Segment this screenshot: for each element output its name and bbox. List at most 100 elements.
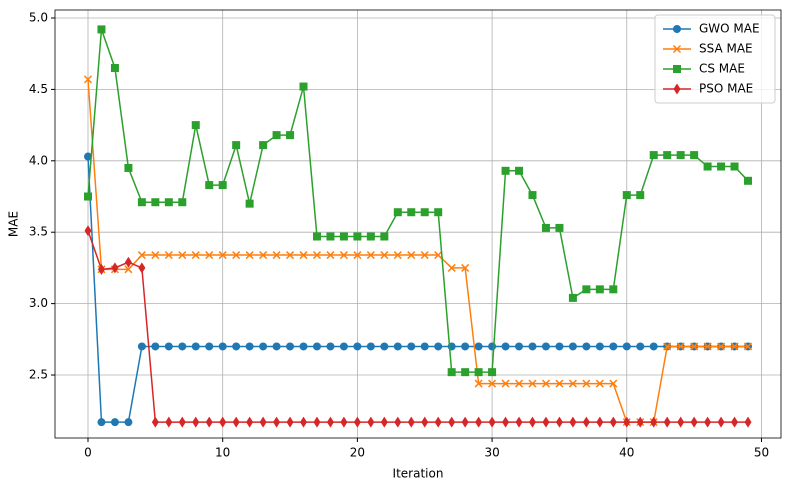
marker [407,208,416,217]
x-tick-label: 20 [350,446,365,460]
series-line [87,156,748,423]
marker [245,342,254,351]
marker [380,416,388,428]
marker [596,416,604,428]
x-tick-label: 50 [754,446,769,460]
marker [461,368,470,377]
marker [461,263,470,272]
marker [568,379,577,388]
marker [663,342,672,351]
marker [704,416,712,428]
marker [394,416,402,428]
marker [178,416,186,428]
y-tick-label: 4.5 [29,82,48,96]
marker [515,166,524,175]
marker [124,265,133,274]
marker [111,262,119,274]
marker [528,191,537,200]
marker [138,262,146,274]
marker [690,342,699,351]
marker [192,416,200,428]
marker [528,342,537,351]
marker [84,152,92,161]
marker [609,342,618,351]
marker [205,416,213,428]
marker [717,416,725,428]
marker [501,379,510,388]
legend-label: CS MAE [699,62,745,76]
marker [299,82,308,91]
marker [232,342,241,351]
marker [124,418,133,427]
marker [353,416,361,428]
marker [124,163,133,172]
marker [286,416,294,428]
marker [501,342,510,351]
marker [312,232,321,241]
marker [205,251,214,260]
marker [434,251,443,260]
marker [609,379,618,388]
marker [488,416,496,428]
marker [461,416,469,428]
marker [555,342,564,351]
marker [97,25,106,34]
marker [595,379,604,388]
marker [124,256,132,268]
marker [488,342,497,351]
marker [461,342,470,351]
marker [434,342,443,351]
marker [502,416,510,428]
marker [137,198,146,207]
marker [326,416,334,428]
marker [218,251,227,260]
marker [673,65,681,73]
marker [259,141,268,150]
marker [474,342,483,351]
marker [272,342,281,351]
marker [515,342,524,351]
marker [245,199,254,208]
marker [501,166,510,175]
marker [673,83,681,95]
marker [407,342,416,351]
marker [420,208,429,217]
marker [595,342,604,351]
marker [663,416,671,428]
marker [582,285,591,294]
marker [448,416,456,428]
marker [528,416,536,428]
marker [743,342,753,351]
marker [286,251,295,260]
marker [339,251,348,260]
marker [84,192,92,201]
marker [672,44,682,54]
marker [312,251,322,260]
marker [300,416,308,428]
marker [191,251,200,260]
plot-frame [54,9,782,439]
marker [717,162,726,171]
marker [191,121,200,130]
marker [97,418,106,427]
marker [673,25,681,33]
legend-label: PSO MAE [699,82,753,96]
marker [286,131,295,140]
marker [541,223,550,232]
marker [447,263,456,272]
marker [273,416,281,428]
marker [164,198,173,207]
marker [582,416,590,428]
marker [312,342,321,351]
marker [488,368,497,377]
marker [407,416,415,428]
marker [690,151,699,160]
marker [744,176,752,185]
marker [286,342,295,351]
marker [447,368,456,377]
marker [609,285,618,294]
marker [205,342,214,351]
marker [622,191,631,200]
marker [151,198,160,207]
marker [649,151,658,160]
